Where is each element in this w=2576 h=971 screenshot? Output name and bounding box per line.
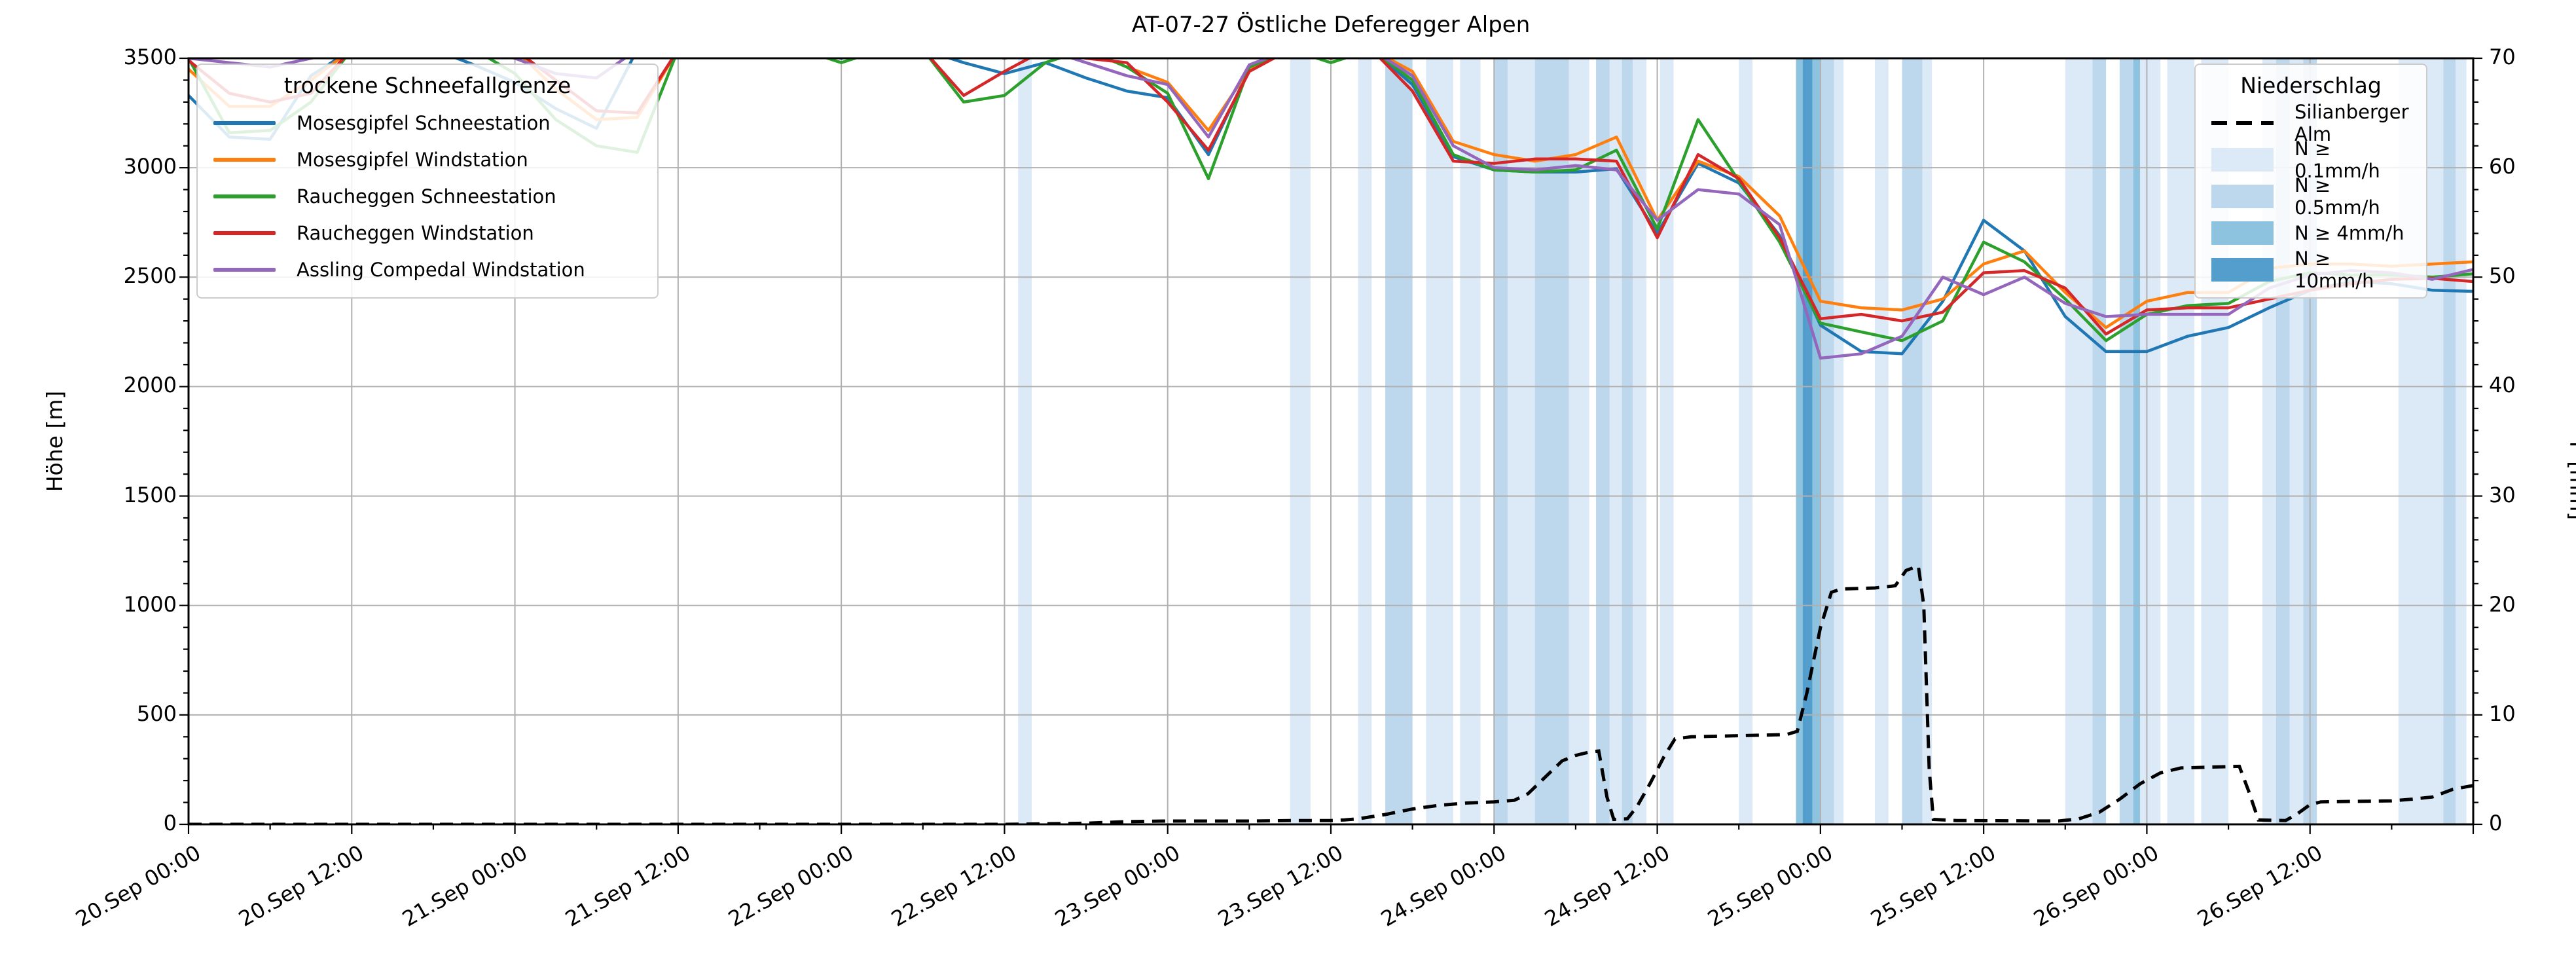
- precip-band: [2119, 58, 2133, 824]
- y-tick-label-right: 60: [2489, 154, 2516, 179]
- precip-band: [1902, 58, 1923, 824]
- y-tick-label-left: 2000: [123, 373, 177, 398]
- legend-item-label: N ≥ 4mm/h: [2295, 222, 2404, 244]
- legend-item-label: Mosesgipfel Schneestation: [297, 112, 551, 134]
- legend-item-label: Assling Compedal Windstation: [297, 259, 585, 281]
- precip-band: [2092, 58, 2107, 824]
- y-tick-label-right: 40: [2489, 373, 2516, 398]
- tick-marks: [179, 57, 2482, 834]
- precip-band: [1290, 58, 1311, 824]
- precip-band: [1494, 58, 1508, 824]
- y-tick-label-left: 1500: [123, 482, 177, 507]
- legend-item-label: N ≥ 0.1mm/h: [2295, 137, 2380, 182]
- y-tick-label-left: 500: [136, 701, 177, 726]
- precip-band: [1739, 58, 1752, 824]
- y-tick-label-right: 20: [2489, 591, 2516, 617]
- band-swatch-icon: [2211, 258, 2274, 282]
- precip-band: [1460, 58, 1481, 824]
- legend-item-n-4mm-h: N ≥ 4mm/h: [2211, 215, 2410, 251]
- legend-item-label: Silianberger Alm: [2295, 101, 2409, 145]
- precip-band: [1596, 58, 1610, 824]
- chart-title: AT-07-27 Östliche Deferegger Alpen: [1131, 12, 1531, 38]
- precip-band: [1834, 58, 1844, 824]
- band-swatch-icon: [2211, 221, 2274, 245]
- precip-band: [1358, 58, 1372, 824]
- legend-item-n-0.5mm-h: N ≥ 0.5mm/h: [2211, 174, 2410, 219]
- precip-band: [1802, 58, 1813, 824]
- legend-item-label: Raucheggen Schneestation: [297, 185, 556, 208]
- line-swatch-icon: [213, 194, 276, 198]
- legend-item-label: Mosesgipfel Windstation: [297, 149, 528, 171]
- precip-band: [1622, 58, 1633, 824]
- legend-item-silianberger-alm: Silianberger Alm: [2211, 101, 2410, 145]
- y-tick-label-right: 0: [2489, 811, 2503, 835]
- y-tick-label-left: 3500: [123, 45, 177, 69]
- legend-precip-title: Niederschlag: [2240, 73, 2382, 98]
- precip-band: [1633, 58, 1646, 824]
- legend-precip: Niederschlag Silianberger Alm N ≥ 0.1mm/…: [2194, 64, 2427, 299]
- precip-band: [1508, 58, 1535, 824]
- precip-band: [1018, 58, 1032, 824]
- legend-item-label: N ≥ 10mm/h: [2295, 247, 2374, 292]
- precip-band: [1569, 58, 1589, 824]
- precip-band: [1609, 58, 1622, 824]
- legend-item-raucheggen-windstation: Raucheggen Windstation: [213, 215, 642, 251]
- precip-band: [1922, 58, 1932, 824]
- legend-item-mosesgipfel-windstation: Mosesgipfel Windstation: [213, 141, 642, 178]
- y-axis-label-right: P [mm]: [2565, 441, 2576, 521]
- legend-item-label: Raucheggen Windstation: [297, 222, 534, 244]
- precip-band: [1820, 58, 1834, 824]
- precip-bands: [1018, 58, 2467, 824]
- y-tick-label-left: 3000: [123, 154, 177, 179]
- legend-snowline: trockene Schneefallgrenze Mosesgipfel Sc…: [196, 64, 659, 299]
- y-axis-label-left: Höhe [m]: [41, 390, 67, 492]
- dashed-line-swatch-icon: [2211, 121, 2274, 125]
- precip-band: [2167, 58, 2195, 824]
- y-tick-label-right: 50: [2489, 263, 2516, 289]
- precip-band: [2443, 58, 2456, 824]
- precip-band: [2065, 58, 2093, 824]
- y-tick-label-left: 2500: [123, 263, 177, 289]
- precip-band: [1385, 58, 1413, 824]
- precip-band: [2455, 58, 2467, 824]
- legend-item-n-0.1mm-h: N ≥ 0.1mm/h: [2211, 137, 2410, 182]
- line-swatch-icon: [213, 231, 276, 235]
- line-swatch-icon: [213, 158, 276, 162]
- legend-item-assling-compedal-windstation: Assling Compedal Windstation: [213, 251, 642, 288]
- precip-band: [1426, 58, 1453, 824]
- y-tick-label-left: 1000: [123, 591, 177, 617]
- precip-band: [2133, 58, 2141, 824]
- y-tick-label-right: 30: [2489, 482, 2516, 507]
- band-swatch-icon: [2211, 148, 2274, 172]
- line-swatch-icon: [213, 121, 276, 125]
- y-tick-label-left: 0: [163, 811, 177, 835]
- line-swatch-icon: [213, 268, 276, 272]
- y-tick-label-right: 10: [2489, 701, 2516, 726]
- precip-band: [1874, 58, 1889, 824]
- legend-item-label: N ≥ 0.5mm/h: [2295, 174, 2380, 219]
- precip-band: [2140, 58, 2161, 824]
- legend-snowline-title: trockene Schneefallgrenze: [283, 73, 571, 98]
- legend-item-raucheggen-schneestation: Raucheggen Schneestation: [213, 178, 642, 215]
- legend-item-n-10mm-h: N ≥ 10mm/h: [2211, 247, 2410, 292]
- precip-band: [1660, 58, 1674, 824]
- precip-band: [1534, 58, 1569, 824]
- band-swatch-icon: [2211, 185, 2274, 208]
- legend-item-mosesgipfel-schneestation: Mosesgipfel Schneestation: [213, 105, 642, 141]
- y-tick-label-right: 70: [2489, 45, 2516, 69]
